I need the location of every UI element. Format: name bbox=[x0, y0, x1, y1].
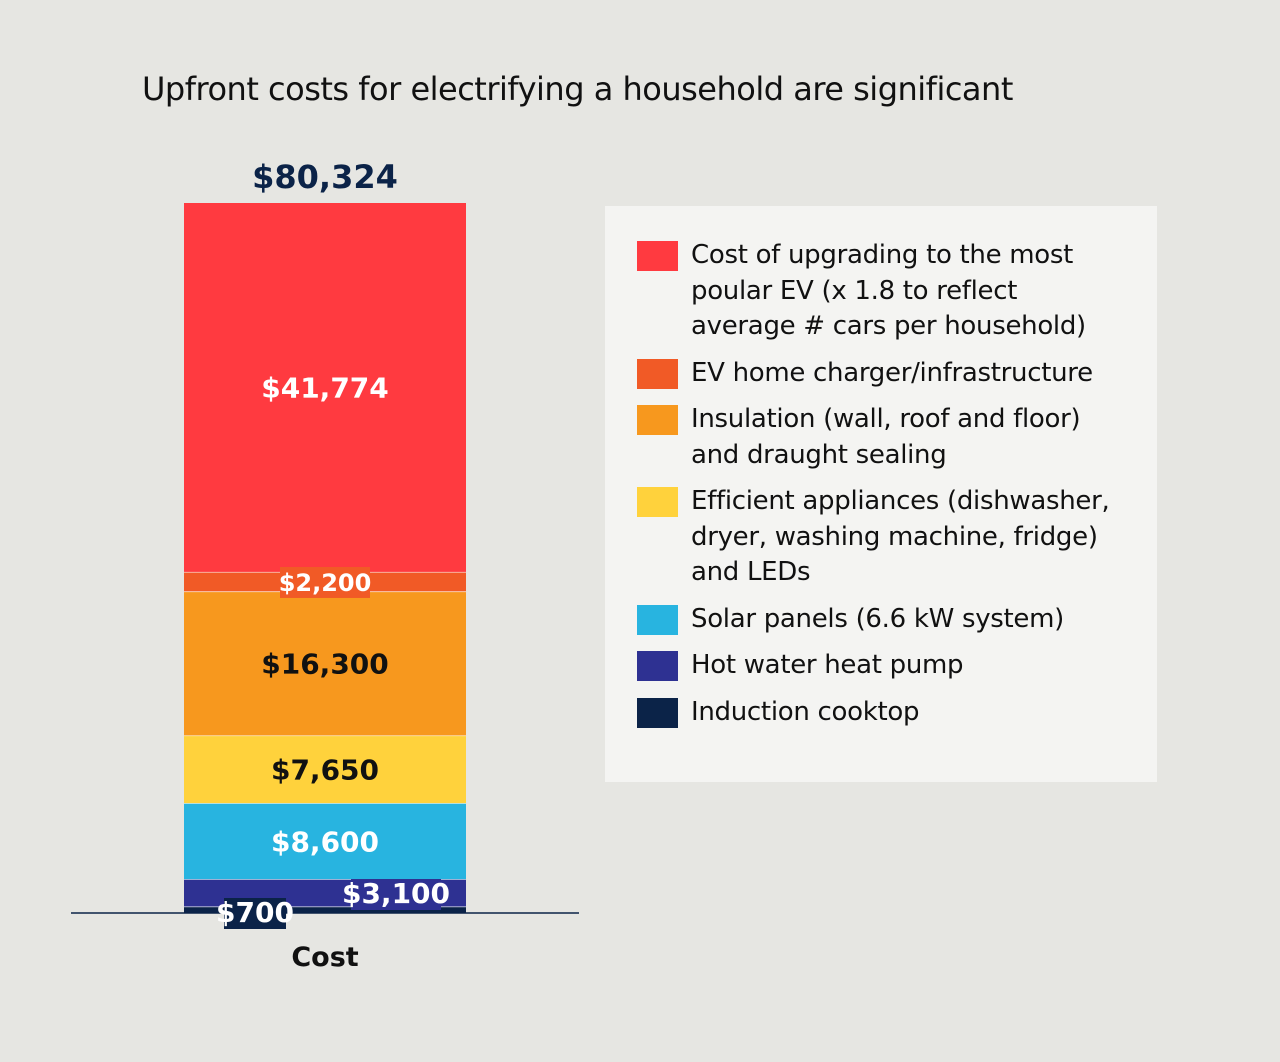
legend-swatch bbox=[637, 405, 678, 435]
legend-item: EV home charger/infrastructure bbox=[637, 356, 1157, 392]
total-label: $80,324 bbox=[252, 158, 398, 196]
x-tick-label: Cost bbox=[291, 942, 358, 973]
bar-segment bbox=[184, 591, 466, 736]
data-label-background bbox=[280, 566, 370, 598]
legend-swatch bbox=[637, 358, 678, 389]
data-label: $2,200 bbox=[279, 569, 372, 597]
legend-label: EV home charger/infrastructure bbox=[691, 357, 1093, 388]
bar-segment bbox=[184, 735, 466, 804]
legend: Cost of upgrading to the most poular EV … bbox=[605, 206, 1157, 782]
legend-swatch bbox=[637, 487, 678, 517]
legend-swatch bbox=[637, 241, 678, 271]
data-label: $7,650 bbox=[271, 754, 379, 787]
legend-label: Hot water heat pump bbox=[691, 650, 964, 680]
legend-label: Insulation (wall, roof and floor) and dr… bbox=[691, 404, 1081, 470]
legend-item: Hot water heat pump bbox=[637, 648, 1157, 684]
data-label: $3,100 bbox=[342, 877, 450, 910]
data-label: $700 bbox=[216, 896, 294, 929]
data-label: $41,774 bbox=[261, 372, 389, 405]
legend-item: Insulation (wall, roof and floor) and dr… bbox=[637, 402, 1157, 473]
legend-item: Solar panels (6.6 kW system) bbox=[637, 602, 1157, 638]
legend-item: Induction cooktop bbox=[637, 695, 1157, 731]
legend-swatch bbox=[637, 697, 678, 728]
legend-item: Cost of upgrading to the most poular EV … bbox=[637, 238, 1157, 345]
legend-label: Efficient appliances (dishwasher, dryer,… bbox=[691, 486, 1110, 587]
legend-swatch bbox=[637, 651, 678, 681]
bar-segment bbox=[184, 803, 466, 880]
legend-item: Efficient appliances (dishwasher, dryer,… bbox=[637, 484, 1157, 591]
data-label-background bbox=[224, 898, 286, 929]
legend-label: Cost of upgrading to the most poular EV … bbox=[691, 240, 1086, 341]
chart-title: Upfront costs for electrifying a househo… bbox=[142, 70, 1013, 108]
legend-label: Solar panels (6.6 kW system) bbox=[691, 603, 1064, 634]
data-label: $16,300 bbox=[261, 648, 389, 681]
data-label: $8,600 bbox=[271, 825, 379, 858]
legend-swatch bbox=[637, 604, 678, 635]
bar-segment bbox=[184, 203, 466, 573]
legend-label: Induction cooktop bbox=[691, 696, 920, 727]
data-label-background bbox=[351, 879, 441, 910]
bar-segment bbox=[184, 906, 466, 913]
